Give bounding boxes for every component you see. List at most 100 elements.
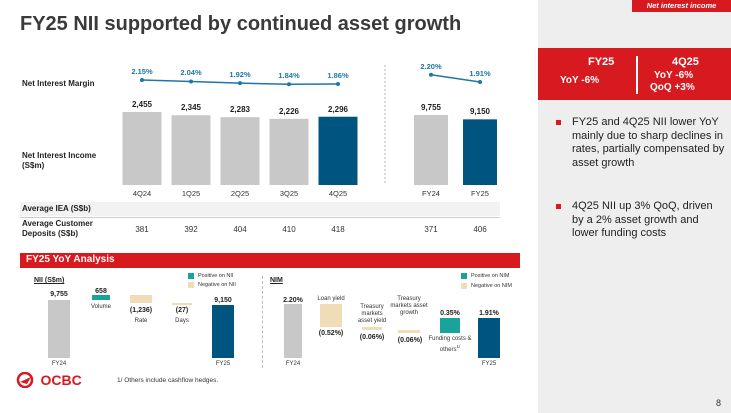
- dep-1Q25: 392: [184, 225, 198, 234]
- kpi-q-qoq: QoQ +3%: [650, 82, 695, 93]
- kpi-divider: [636, 56, 638, 94]
- nim-dot-FY25: [478, 80, 482, 84]
- legend-neg-nim: Negative on NIM: [471, 283, 512, 289]
- legend-neg-nii: Negative on NII: [198, 282, 236, 288]
- cat-2Q25: 2Q25: [230, 189, 250, 198]
- nim-dot-4Q24: [140, 77, 144, 82]
- nii-fy24-bar: [48, 300, 70, 358]
- nim-dot-1Q25: [189, 79, 193, 84]
- nii-days-bar: [172, 303, 192, 305]
- legend-pos-nim-swatch: [461, 273, 467, 279]
- nii-label: Net Interest Income (S$m): [22, 151, 97, 170]
- cat-4Q25: 4Q25: [328, 189, 348, 198]
- cat-FY24: FY24: [422, 189, 440, 198]
- legend-pos-swatch: [188, 273, 194, 279]
- nii-value-4Q24: 2,455: [131, 100, 153, 109]
- nim-value-FY25: 1.91%: [469, 69, 491, 78]
- nim-fy24-cat: FY24: [285, 361, 301, 367]
- yoy-title: FY25 YoY Analysis: [26, 254, 115, 265]
- cat-FY25: FY25: [471, 189, 489, 198]
- nii-value-3Q25: 2,226: [278, 106, 300, 116]
- nii-bar-1Q25: [171, 115, 211, 185]
- nii-bar-FY25: [463, 119, 497, 185]
- nim-value-1Q25: 2.04%: [180, 68, 202, 78]
- dep-label: Average Customer Deposits (S$b): [22, 219, 93, 238]
- nii-start-val: 9,755: [50, 291, 68, 298]
- nim-fund-bar: [440, 318, 460, 333]
- nim-fy25-cat: FY25: [481, 361, 497, 367]
- nim-bridge-label: NIM: [270, 277, 283, 284]
- nim-fy24-bar: [284, 304, 302, 358]
- ocbc-logo-icon: [16, 371, 34, 389]
- nii-fy24-cat: FY24: [51, 361, 67, 367]
- nim-fy25-bar: [478, 318, 500, 358]
- nii-volume-val: 658: [95, 288, 107, 295]
- nim-loan-label: Loan yield: [317, 296, 345, 302]
- nii-rate-val: (1,236): [129, 307, 153, 314]
- nii-value-2Q25: 2,283: [229, 105, 251, 115]
- nim-start-val: 2.20%: [283, 297, 303, 304]
- bridge-divider: [262, 276, 264, 368]
- nim-fund-val: 0.35%: [440, 310, 460, 317]
- legend-pos-nim: Positive on NIM: [471, 273, 510, 279]
- nii-bridge-label: NII (S$m): [34, 277, 65, 284]
- nii-value-4Q25: 2,296: [327, 104, 349, 114]
- nim-tmay-label: Treasury markets asset yield: [357, 304, 387, 324]
- nii-volume-bar: [92, 295, 110, 300]
- nii-value-1Q25: 2,345: [180, 103, 202, 113]
- nii-value-FY24: 9,755: [420, 103, 442, 112]
- nim-value-3Q25: 1.84%: [278, 71, 300, 81]
- legend-pos-nii: Positive on NII: [198, 273, 234, 279]
- cat-1Q25: 1Q25: [181, 189, 201, 198]
- nim-tmay-val: (0.06%): [359, 334, 385, 341]
- iea-label: Average IEA (S$b): [22, 204, 91, 213]
- cat-3Q25: 3Q25: [279, 189, 299, 198]
- nii-bar-2Q25: [220, 117, 260, 185]
- kpi-q-label: 4Q25: [672, 56, 699, 68]
- nim-tmag-label: Treasury markets asset growth: [390, 296, 428, 316]
- nim-tmag-val: (0.06%): [397, 337, 423, 344]
- legend-neg-swatch: [188, 282, 194, 288]
- nii-bar-FY24: [414, 115, 448, 185]
- table-divider: [20, 217, 500, 218]
- nim-dot-FY24: [429, 72, 433, 77]
- nii-days-val: (27): [175, 307, 189, 314]
- nim-tmag-bar: [398, 330, 420, 333]
- nii-rate-bar: [130, 295, 152, 303]
- yoy-banner: [20, 253, 520, 268]
- ocbc-logo-text: OCBC: [40, 371, 82, 388]
- dep-FY25: 406: [473, 225, 487, 234]
- nii-bar-3Q25: [269, 118, 309, 185]
- nim-value-FY24: 2.20%: [420, 61, 442, 71]
- nim-label: Net Interest Margin: [22, 79, 95, 88]
- dep-3Q25: 410: [282, 225, 296, 234]
- main-chart: [122, 65, 497, 185]
- section-tag: Net interest income: [632, 0, 731, 12]
- nii-fy25-bar: [212, 305, 234, 358]
- iea-row-bg: [20, 202, 500, 216]
- dep-4Q24: 381: [135, 225, 149, 234]
- footnote: 1/ Others include cashflow hedges.: [117, 377, 219, 384]
- dep-2Q25: 404: [233, 225, 247, 234]
- nii-fy25-cat: FY25: [215, 361, 231, 367]
- kpi-fy-label: FY25: [588, 56, 615, 68]
- kpi-fy-yoy: YoY -6%: [560, 75, 600, 86]
- nii-volume-label: Volume: [90, 304, 111, 310]
- nim-tmay-bar: [362, 327, 382, 330]
- page-title: FY25 NII supported by continued asset gr…: [20, 13, 462, 35]
- cat-4Q24: 4Q24: [132, 189, 152, 198]
- nim-dot-4Q25: [336, 82, 340, 86]
- nii-days-label: Days: [175, 318, 189, 324]
- nim-fund-footnote-ref: 1/: [456, 344, 461, 349]
- nim-end-val: 1.91%: [479, 310, 499, 317]
- kpi-box: FY25 YoY -6% 4Q25 YoY -6% QoQ +3%: [538, 48, 731, 100]
- ocbc-logo: OCBC: [16, 371, 82, 389]
- nim-value-2Q25: 1.92%: [229, 70, 251, 80]
- legend-neg-nim-swatch: [461, 283, 467, 289]
- nii-bar-4Q25: [318, 116, 358, 185]
- bridge-charts: [48, 295, 500, 358]
- nim-value-4Q24: 2.15%: [131, 66, 153, 76]
- nim-fund-label: Funding costs & others1/: [428, 336, 472, 353]
- nii-bar-4Q24: [122, 112, 162, 185]
- bullet-1: FY25 and 4Q25 NII lower YoY mainly due t…: [556, 116, 726, 170]
